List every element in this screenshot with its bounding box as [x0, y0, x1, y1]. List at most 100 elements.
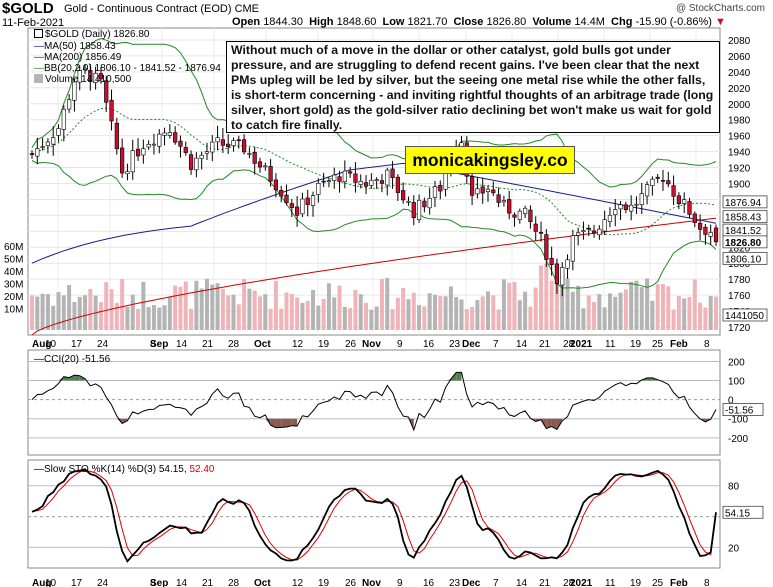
candle-body	[687, 201, 692, 215]
volume-bar	[560, 279, 565, 330]
volume-bar	[56, 292, 61, 330]
low-value: 1821.70	[407, 16, 448, 28]
candle-body	[581, 230, 586, 232]
chg-label: Chg	[611, 16, 633, 28]
volume-bar	[629, 281, 634, 330]
candle-body	[374, 179, 379, 181]
candle-body	[618, 204, 623, 210]
candle-body	[692, 213, 697, 223]
candle-body	[491, 189, 496, 194]
price-tick-0: 2080	[728, 36, 751, 47]
candle-body	[316, 183, 321, 195]
candle-body	[114, 122, 119, 150]
volume-bar	[88, 289, 93, 330]
candle-body	[358, 181, 363, 185]
candle-body	[560, 267, 565, 286]
volume-bar	[480, 296, 485, 330]
axis-bottom-day-14: 14	[516, 578, 528, 587]
volume-bar	[613, 296, 618, 330]
volume-bar	[215, 283, 220, 330]
volume-bar	[83, 295, 88, 330]
candle-body	[125, 171, 130, 175]
volume-bar	[470, 307, 475, 330]
volume-bar	[650, 300, 655, 330]
volume-value-label: 1441050	[725, 311, 764, 322]
volume-bar	[146, 307, 151, 330]
volume-bar	[51, 305, 56, 330]
volume-bar	[528, 306, 533, 330]
candle-body	[703, 226, 708, 235]
candle-body	[570, 235, 575, 262]
volume-bar	[167, 296, 172, 330]
axis-bottom-day-5: 21	[202, 578, 214, 587]
candle-body	[348, 171, 353, 174]
volume-bar	[332, 297, 337, 330]
volume-bar	[475, 300, 480, 330]
candle-body	[257, 161, 263, 168]
axis-bottom-day-3: 8	[150, 578, 156, 587]
legend-cci-swatch: —	[34, 354, 44, 365]
volume-bar	[204, 278, 209, 330]
candle-body	[56, 128, 61, 136]
legend-sto-swatch: —	[34, 464, 44, 475]
price-value-box-3	[722, 235, 768, 249]
volume-bar	[98, 302, 103, 330]
volume-bar	[655, 284, 660, 330]
axis-bottom-day-7: 12	[292, 578, 304, 587]
volume-bar	[326, 283, 331, 330]
axis-bottom-day-9: 26	[345, 578, 357, 587]
legend-sto-text: Slow STO %K(14) %D(3) 54.15,	[44, 464, 187, 475]
volume-bar	[512, 281, 517, 330]
legend-ma50: —MA(50) 1858.43	[34, 41, 116, 52]
volume-bar	[432, 294, 437, 330]
price-tick-6: 1960	[728, 132, 751, 143]
candle-body	[507, 199, 512, 214]
cci-value-box	[722, 403, 764, 416]
legend-ma50-text: MA(50) 1858.43	[44, 41, 116, 52]
candle-body	[135, 148, 141, 157]
cci-tick-2: 0	[728, 396, 734, 407]
volume-bar	[645, 278, 650, 330]
volume-bar	[364, 302, 369, 330]
candle-body	[284, 194, 289, 204]
volume-bar	[443, 296, 448, 330]
candle-body	[639, 193, 644, 205]
axis-top-day-1: 17	[71, 339, 83, 350]
axis-top-day-20: 8	[704, 339, 710, 350]
price-value-label-0: 1876.94	[725, 198, 762, 209]
legend-volume: Volume 14,410,500	[34, 74, 131, 85]
volume-bar	[199, 288, 204, 330]
volume-bar	[242, 279, 247, 330]
axis-top-day-14: 14	[516, 339, 528, 350]
legend-ma200-text: MA(200) 1856.49	[44, 52, 122, 63]
volume-tick-5: 10M	[4, 305, 23, 316]
candle-body	[93, 72, 98, 83]
volume-bar	[507, 282, 512, 330]
volume-bar	[231, 294, 236, 330]
candle-body	[597, 228, 602, 236]
volume-bar	[353, 290, 358, 330]
axis-bottom-day-12: 23	[449, 578, 461, 587]
volume-bar	[592, 301, 597, 330]
volume-bar	[321, 298, 326, 330]
analysis-annotation: Without much of a move in the dollar or …	[226, 41, 720, 133]
candle-body	[263, 165, 268, 168]
candle-body	[427, 198, 432, 209]
candle-body	[390, 168, 395, 178]
volume-bar	[305, 300, 310, 330]
volume-bar	[486, 291, 490, 330]
axis-top-month-1: Sep	[150, 339, 168, 350]
axis-top-month-5: 2021	[570, 339, 593, 350]
candle-body	[369, 179, 374, 186]
ma200-line	[31, 217, 717, 336]
legend-ma200: —MA(200) 1856.49	[34, 52, 121, 63]
candle-body	[183, 147, 188, 153]
axis-top-day-17: 11	[605, 339, 616, 350]
volume-bar	[417, 305, 422, 330]
volume-bar	[448, 286, 453, 330]
candle-body	[644, 184, 650, 197]
candle-body	[613, 209, 618, 216]
price-tick-7: 1940	[728, 148, 751, 159]
axis-bottom-day-2: 24	[97, 578, 109, 587]
sto-tick-1: 20	[728, 543, 740, 554]
